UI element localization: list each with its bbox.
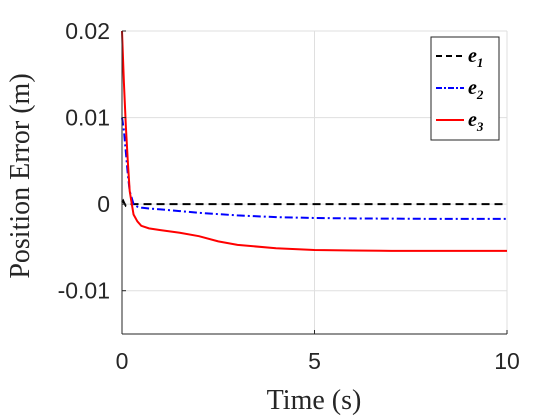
tick-labels: 0 5 10 -0.01 0 0.01 0.02 (58, 18, 520, 374)
legend-label-e1: e1 (468, 45, 483, 70)
y-tick-label: 0.02 (65, 18, 110, 44)
x-tick-label: 10 (494, 348, 520, 374)
series-layer (121, 30, 507, 252)
x-tick-label: 0 (116, 348, 129, 374)
x-tick-label: 5 (308, 348, 321, 374)
legend: e1 e2 e3 (430, 36, 500, 141)
series-line-e3 (121, 30, 507, 252)
y-tick-label: 0 (97, 191, 110, 217)
legend-label-e2: e2 (468, 77, 484, 102)
y-tick-label: -0.01 (58, 278, 110, 304)
axes (121, 30, 508, 335)
x-axis-label: Time (s) (267, 385, 362, 416)
y-tick-label: 0.01 (65, 105, 110, 131)
legend-label-e3: e3 (468, 109, 484, 134)
y-axis-label: Position Error (m) (5, 73, 36, 278)
legend-box (430, 36, 500, 141)
